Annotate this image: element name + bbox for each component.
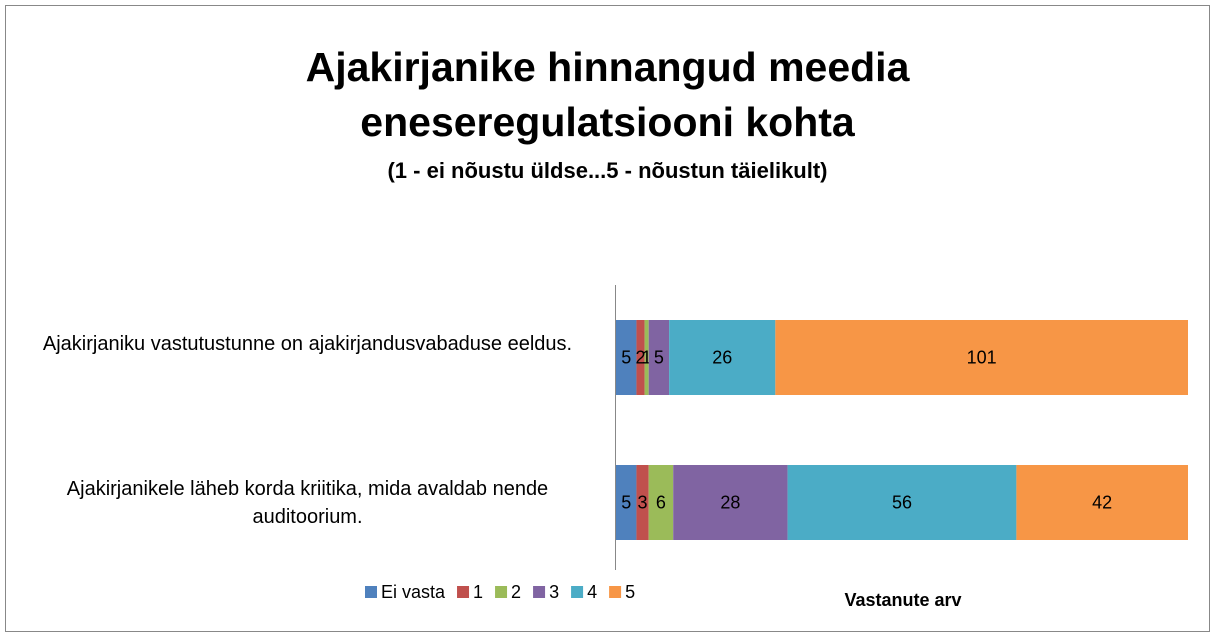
bar-segment <box>787 465 1017 540</box>
legend-label: 1 <box>473 582 483 602</box>
axis-label: Vastanute arv <box>844 590 961 610</box>
legend-swatch <box>495 586 508 598</box>
data-label: 101 <box>967 347 997 367</box>
legend-label: 5 <box>625 582 635 602</box>
bar-segment <box>636 320 645 395</box>
bar-segment <box>644 320 649 395</box>
legend-swatch <box>609 586 622 598</box>
data-label: 5 <box>621 492 631 512</box>
category-label: Ajakirjaniku vastutustunne on ajakirjand… <box>42 332 573 355</box>
data-label: 2 <box>636 347 646 367</box>
legend-swatch <box>571 586 584 598</box>
legend-label: 3 <box>549 582 559 602</box>
bar-segment <box>616 320 637 395</box>
bar-segment <box>616 465 637 540</box>
data-label: 5 <box>621 347 631 367</box>
legend-swatch <box>365 586 377 598</box>
bar-segment <box>1016 465 1188 540</box>
legend-label: Ei vasta <box>381 582 446 602</box>
bar-segment <box>775 320 1188 395</box>
legend-label: 2 <box>511 582 521 602</box>
bar-segment <box>648 465 674 540</box>
data-label: 5 <box>654 347 664 367</box>
data-label: 26 <box>712 347 732 367</box>
legend-swatch <box>533 586 546 598</box>
category-label: Ajakirjanikele läheb korda kriitika, mid… <box>66 477 549 528</box>
data-label: 42 <box>1092 492 1112 512</box>
bar-segment <box>636 465 649 540</box>
data-label: 3 <box>638 492 648 512</box>
legend-label: 4 <box>587 582 597 602</box>
bar-segment <box>669 320 776 395</box>
chart-subtitle: (1 - ei nõustu üldse...5 - nõustun täiel… <box>387 158 828 183</box>
data-label: 28 <box>720 492 740 512</box>
chart-title: Ajakirjanike hinnangud meedia eneseregul… <box>305 44 910 145</box>
data-label: 6 <box>656 492 666 512</box>
legend-swatch <box>457 586 470 598</box>
bar-segment <box>673 465 788 540</box>
data-label: 1 <box>642 347 652 367</box>
bar-segment <box>648 320 670 395</box>
data-label: 56 <box>892 492 912 512</box>
